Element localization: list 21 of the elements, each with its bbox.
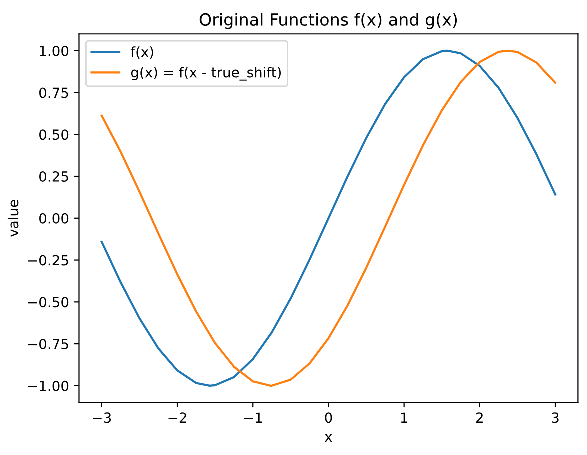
y-tick-label: 0.25 xyxy=(40,171,68,182)
y-tick-label: 0.50 xyxy=(40,130,69,140)
y-tick-label: 0.75 xyxy=(40,88,68,98)
y-tick-label: −0.75 xyxy=(28,339,68,350)
x-tick-label: 1 xyxy=(401,412,408,423)
x-tick-label: 2 xyxy=(476,412,483,423)
x-tick-label: −2 xyxy=(168,412,186,423)
x-tick-label: −1 xyxy=(244,412,262,423)
x-tick-label: −3 xyxy=(93,412,112,424)
x-axis-title: x xyxy=(325,434,332,442)
x-tick-label: 0 xyxy=(325,412,332,424)
legend-label: f(x) xyxy=(130,46,154,60)
legend-label: g(x) = f(x - true_shift) xyxy=(131,67,282,81)
y-tick-label: 0.00 xyxy=(40,213,69,224)
y-tick-label: −0.50 xyxy=(28,297,69,308)
y-axis-title: value xyxy=(8,200,19,237)
y-tick-label: 1.00 xyxy=(40,46,69,56)
chart-title: Original Functions f(x) and g(x) xyxy=(200,13,458,30)
y-tick-label: −1.00 xyxy=(28,380,69,392)
y-tick-label: −0.25 xyxy=(28,255,68,266)
x-tick-label: 3 xyxy=(552,412,559,424)
